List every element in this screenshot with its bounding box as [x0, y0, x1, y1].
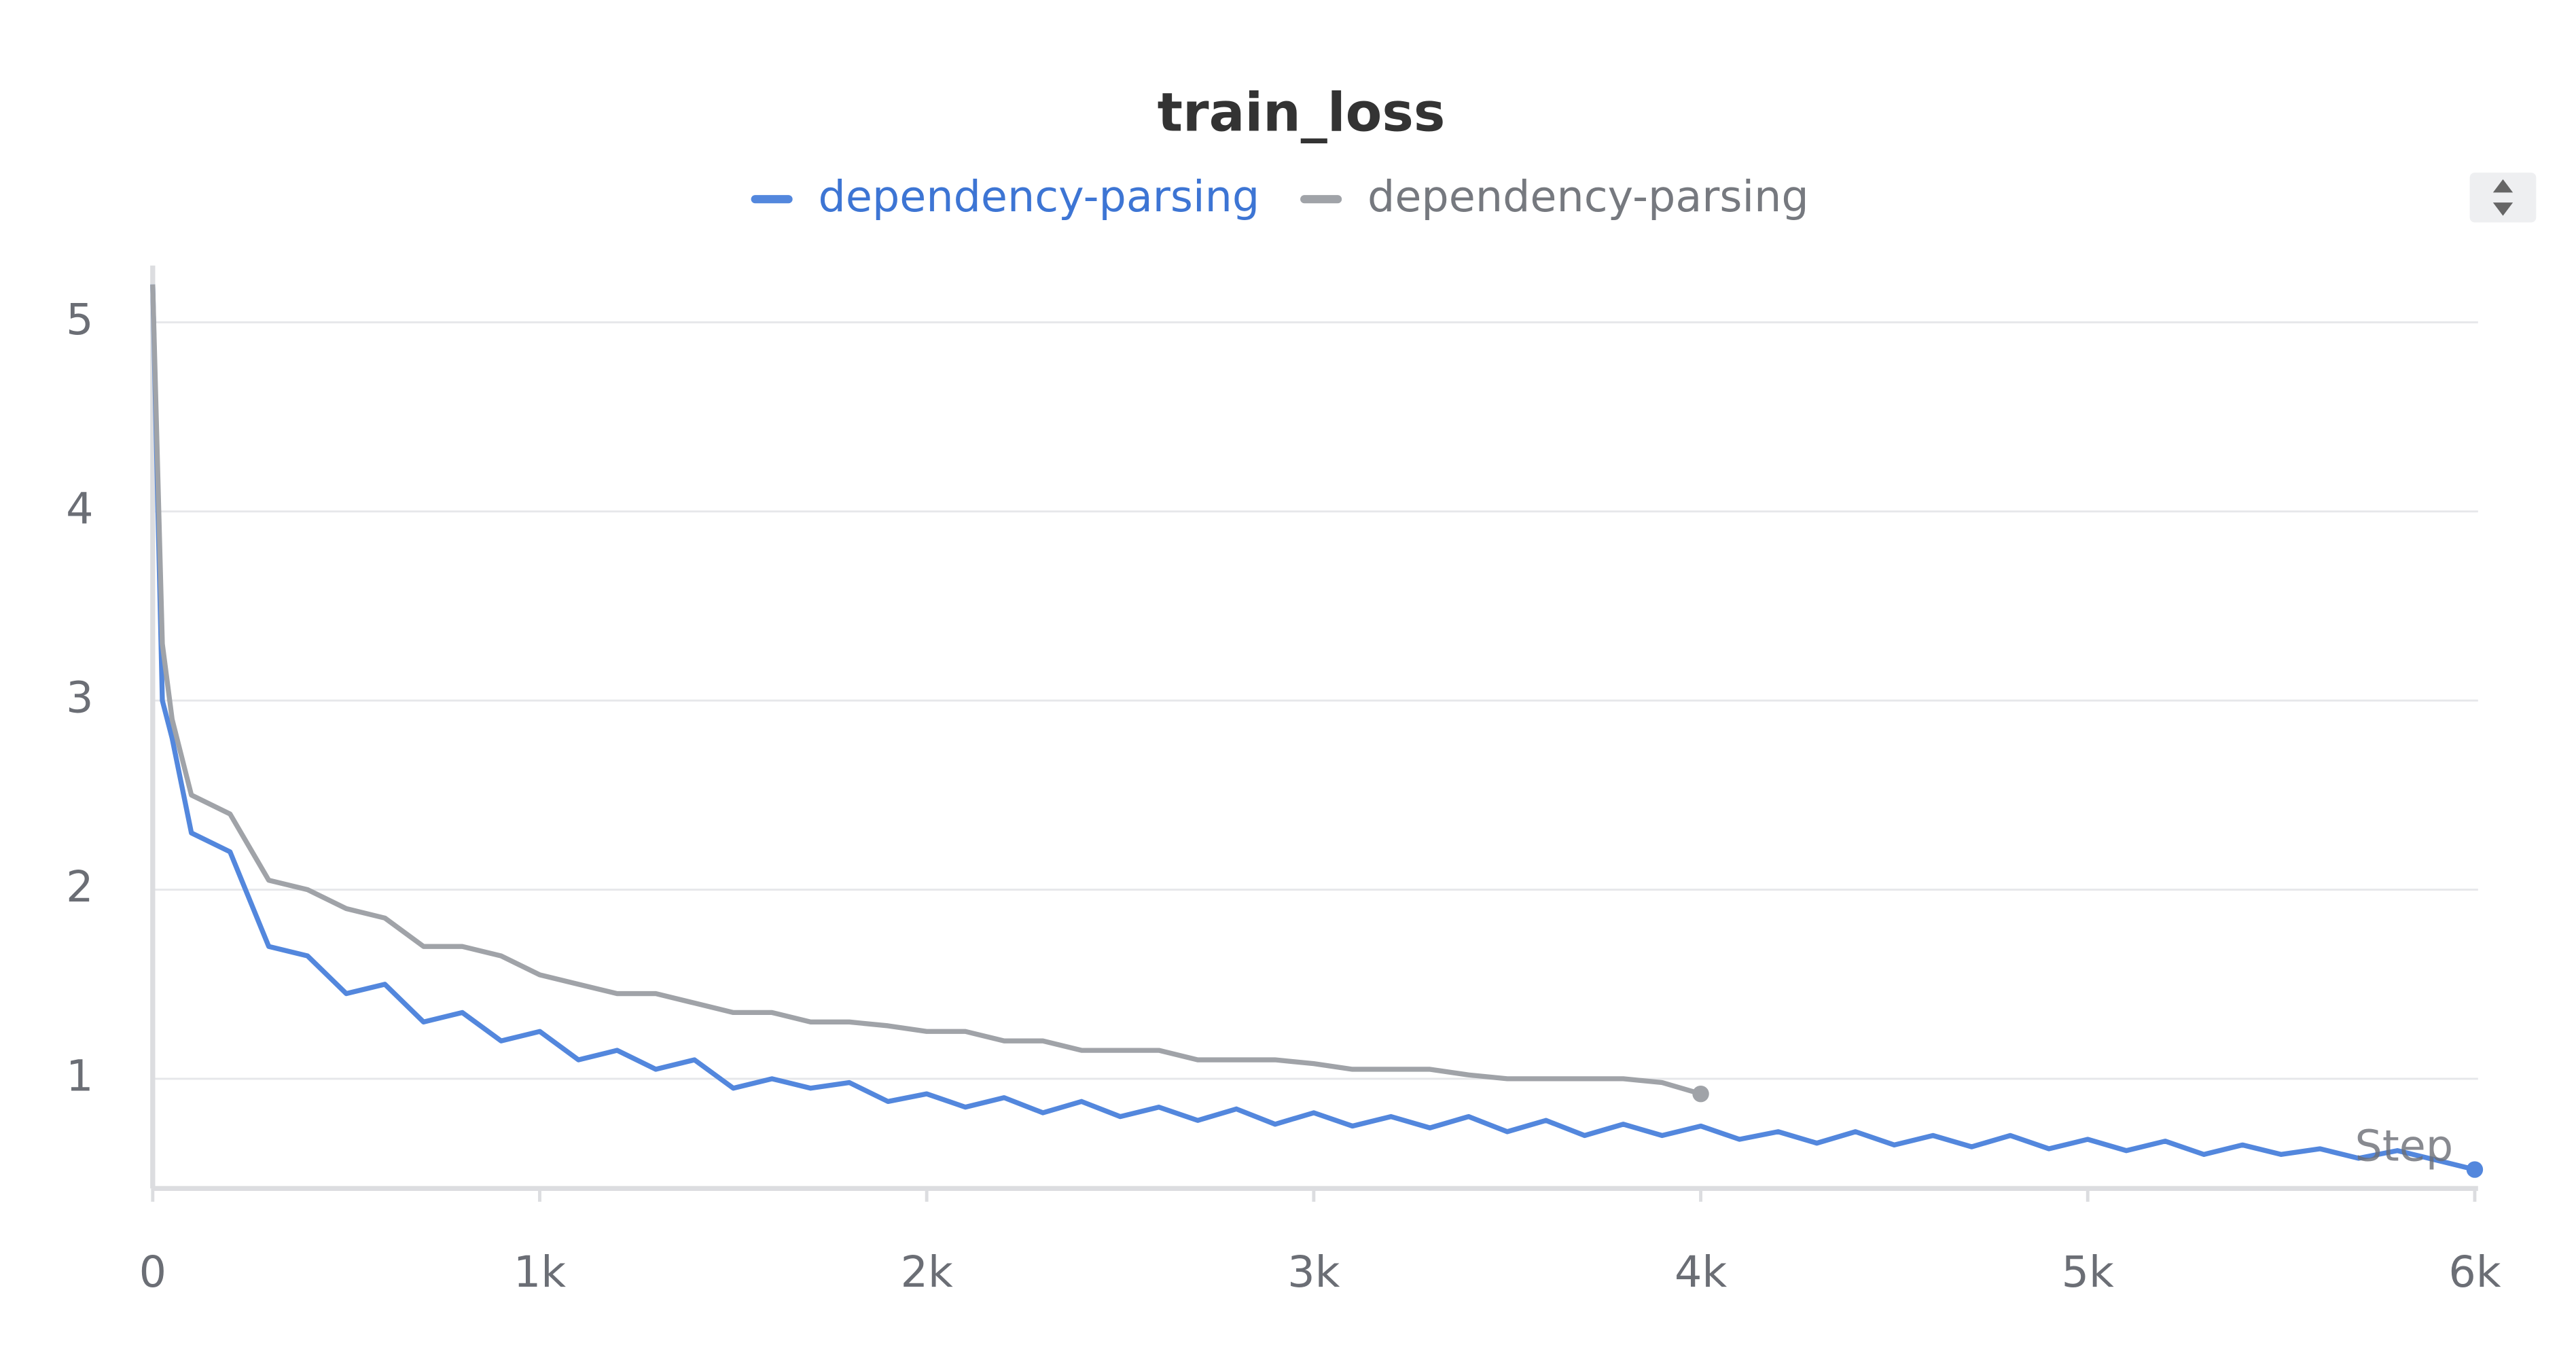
series-line [150, 284, 2475, 1173]
y-tick-label: 2 [66, 861, 93, 912]
y-tick-label: 4 [66, 483, 93, 533]
x-tick-label: 2k [901, 1247, 953, 1297]
series-line [150, 284, 1702, 1096]
y-tick-label: 1 [66, 1050, 93, 1101]
legend-label: dependency-parsing [819, 171, 1260, 221]
x-tick-label: 5k [2062, 1247, 2114, 1297]
end-point [2466, 1161, 2484, 1178]
x-tick-label: 3k [1287, 1247, 1340, 1297]
sort-button[interactable] [2469, 173, 2537, 223]
x-tick-label: 4k [1675, 1247, 1727, 1297]
x-tick-label: 1k [514, 1247, 566, 1297]
y-tick-label: 3 [66, 673, 93, 723]
x-axis-label: Step [2355, 1120, 2454, 1171]
legend-label: dependency-parsing [1367, 171, 1809, 221]
sort-icon[interactable] [2469, 173, 2537, 223]
plot-area: 1 2 3 4 5 0 1k 2k 3k 4k 5k 6k Step [66, 265, 2501, 1297]
chart-title: train_loss [1158, 82, 1446, 144]
end-point [1692, 1085, 1709, 1103]
sort-arrows [2492, 179, 2514, 216]
y-tick-label: 5 [66, 294, 93, 344]
x-tick-label: 6k [2448, 1247, 2501, 1297]
legend: dependency-parsing dependency-parsing [751, 171, 1809, 221]
x-tick-label: 0 [139, 1247, 166, 1297]
